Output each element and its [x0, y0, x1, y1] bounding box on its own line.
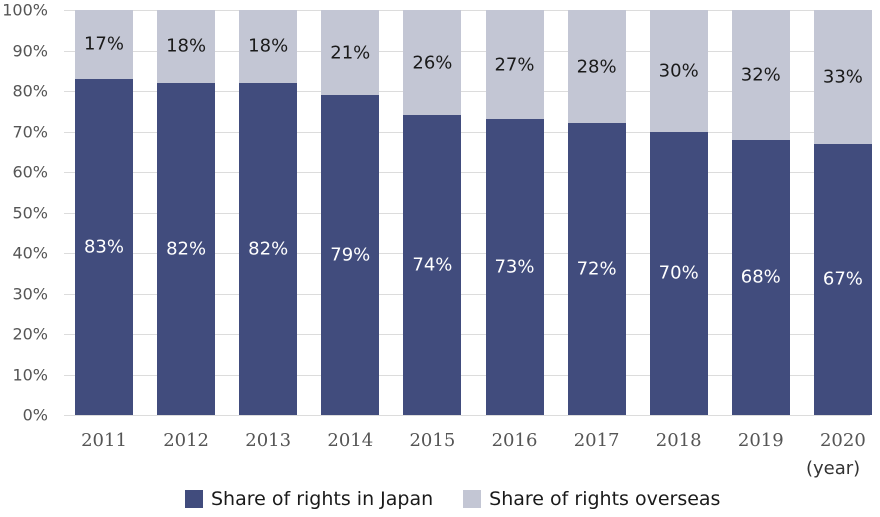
- gridline: [64, 374, 870, 376]
- segment-overseas: [403, 10, 462, 116]
- x-tick-label: 2014: [327, 430, 374, 451]
- bar-2014: 79% 21%: [321, 10, 380, 415]
- segment-overseas: [239, 10, 298, 83]
- gridline: [64, 131, 870, 133]
- x-tick-label: 2020: [819, 430, 866, 451]
- y-tick-label: 70%: [12, 122, 48, 141]
- segment-japan: [403, 115, 462, 415]
- legend-label-overseas: Share of rights overseas: [489, 488, 721, 510]
- x-tick-label: 2012: [163, 430, 209, 451]
- x-tick-label: 2013: [245, 430, 292, 451]
- data-label-japan: 82%: [248, 238, 289, 260]
- bar-2012: 82% 18%: [157, 10, 216, 415]
- segment-overseas: [567, 10, 626, 124]
- data-label-overseas: 30%: [658, 60, 699, 82]
- data-label-japan: 72%: [576, 258, 617, 280]
- y-tick-label: 0%: [22, 405, 48, 425]
- gridline: [64, 91, 870, 92]
- y-tick-label: 80%: [12, 81, 48, 101]
- data-label-overseas: 18%: [248, 35, 289, 57]
- segment-japan: [239, 82, 298, 415]
- segment-japan: [321, 95, 380, 415]
- data-label-overseas: 27%: [494, 54, 535, 76]
- gridline: [64, 415, 870, 416]
- y-tick-label: 10%: [12, 365, 48, 384]
- bar-2018: 70% 30%: [649, 10, 708, 415]
- gridline: [64, 293, 870, 295]
- legend: Share of rights in Japan Share of rights…: [185, 488, 750, 510]
- gridline: [64, 212, 870, 214]
- data-label-japan: 68%: [740, 266, 781, 288]
- x-tick-label: 2017: [573, 430, 620, 451]
- x-tick-label: 2018: [655, 430, 702, 451]
- data-label-overseas: 28%: [576, 56, 617, 78]
- legend-label-japan: Share of rights in Japan: [211, 488, 434, 510]
- segment-overseas: [731, 10, 790, 140]
- x-tick-label: 2016: [491, 430, 538, 451]
- segment-overseas: [485, 10, 544, 120]
- x-tick-label: 2015: [409, 430, 456, 451]
- segment-japan: [75, 78, 133, 415]
- gridline: [64, 50, 870, 52]
- bar-2020: 67% 33%: [813, 10, 872, 415]
- segment-overseas: [321, 10, 380, 96]
- y-tick-label: 90%: [12, 41, 48, 60]
- y-tick-label: 100%: [2, 0, 48, 20]
- bar-2017: 72% 28%: [567, 10, 626, 415]
- segment-japan: [485, 119, 544, 415]
- segment-overseas: [649, 10, 708, 132]
- segment-japan: [813, 143, 872, 415]
- x-axis-unit: (year): [806, 458, 861, 479]
- data-label-overseas: 18%: [166, 35, 207, 57]
- bar-2019: 68% 32%: [731, 10, 790, 415]
- legend-swatch-japan: [185, 490, 203, 508]
- gridline: [64, 172, 870, 173]
- data-label-japan: 67%: [822, 268, 863, 290]
- y-tick-label: 30%: [12, 284, 48, 303]
- data-label-overseas: 21%: [330, 42, 371, 64]
- bar-2013: 82% 18%: [239, 10, 298, 415]
- data-label-japan: 79%: [330, 244, 371, 266]
- data-label-japan: 73%: [494, 256, 535, 278]
- data-label-japan: 82%: [166, 238, 207, 260]
- bar-2015: 74% 26%: [403, 10, 462, 415]
- data-label-overseas: 26%: [412, 52, 453, 74]
- y-tick-label: 40%: [12, 243, 48, 263]
- data-label-overseas: 32%: [740, 64, 781, 86]
- legend-item-japan: Share of rights in Japan: [185, 488, 433, 510]
- segment-japan: [157, 82, 216, 415]
- x-tick-label: 2019: [737, 430, 784, 451]
- bar-2011: 83% 17%: [75, 10, 133, 415]
- legend-item-overseas: Share of rights overseas: [463, 488, 720, 510]
- data-label-overseas: 33%: [822, 66, 863, 88]
- segment-japan: [731, 139, 790, 415]
- legend-swatch-overseas: [463, 490, 482, 508]
- data-label-japan: 70%: [658, 262, 699, 284]
- gridline: [64, 10, 870, 11]
- y-tick-label: 60%: [12, 162, 48, 182]
- segment-japan: [649, 131, 708, 415]
- bar-2016: 73% 27%: [485, 10, 544, 415]
- segment-overseas: [813, 10, 872, 144]
- data-label-japan: 74%: [412, 254, 453, 276]
- x-tick-label: 2011: [81, 430, 127, 451]
- segment-overseas: [75, 10, 133, 79]
- gridline: [64, 253, 870, 254]
- segment-overseas: [157, 10, 216, 83]
- y-tick-label: 50%: [12, 203, 48, 222]
- data-label-overseas: 17%: [83, 33, 124, 55]
- gridline: [64, 334, 870, 335]
- data-label-japan: 83%: [83, 236, 124, 258]
- segment-japan: [567, 123, 626, 415]
- y-tick-label: 20%: [12, 324, 48, 344]
